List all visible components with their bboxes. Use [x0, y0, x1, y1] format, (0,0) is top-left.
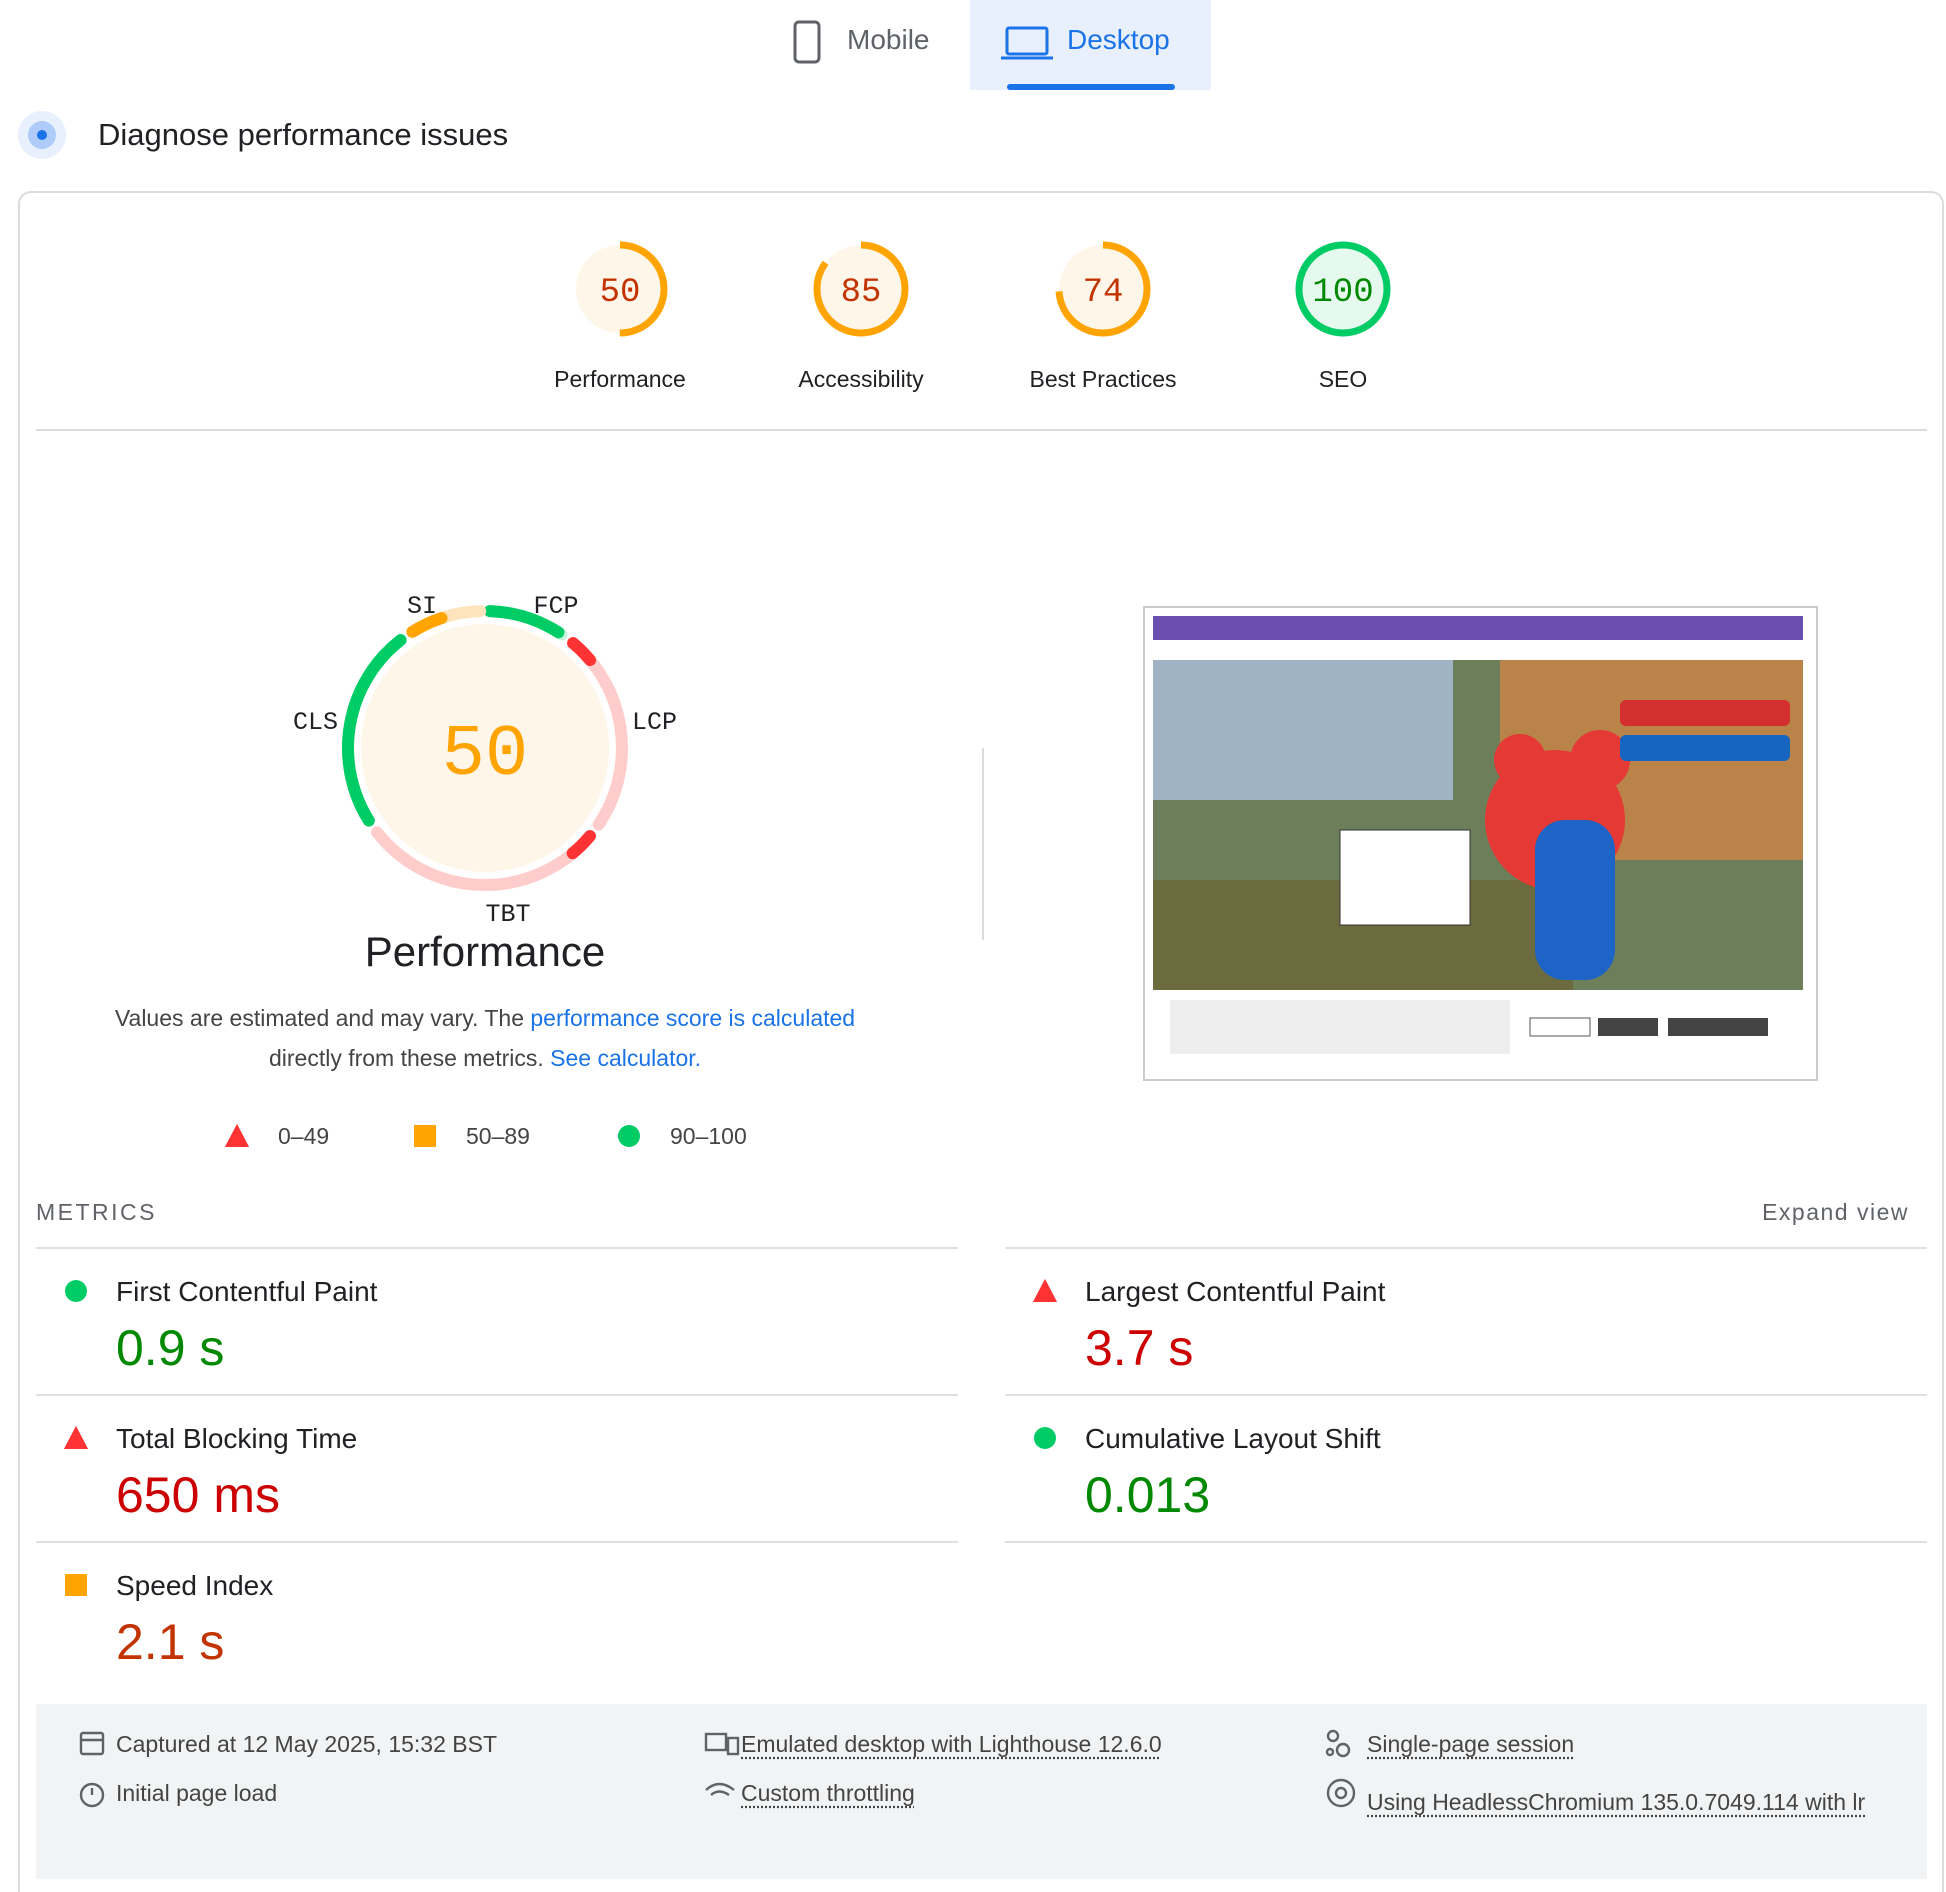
- metric-name: Speed Index: [116, 1570, 273, 1601]
- metric-icon: [1034, 1427, 1056, 1449]
- gauge-bg: [361, 624, 609, 872]
- footer-item: Captured at 12 May 2025, 15:32 BST: [116, 1731, 498, 1757]
- expand-view[interactable]: Expand view: [1762, 1199, 1909, 1225]
- mobile-icon: [793, 20, 821, 64]
- score-arc: [813, 241, 909, 337]
- metrics-heading: METRICS: [36, 1199, 157, 1225]
- gauge-segment: [567, 637, 597, 667]
- legend-label: 0–49: [278, 1123, 329, 1149]
- metric-value: 0.013: [1085, 1467, 1210, 1523]
- legend-icon: [618, 1125, 640, 1147]
- note-link[interactable]: See calculator.: [550, 1045, 702, 1071]
- metric-value: 2.1 s: [116, 1614, 224, 1670]
- footer-item: Initial page load: [116, 1780, 278, 1806]
- desktop-icon: [1005, 26, 1049, 56]
- tab-underline: [1007, 84, 1175, 90]
- report-card: [18, 191, 1944, 1892]
- footer-band: [36, 1704, 1927, 1879]
- score-label: Accessibility: [798, 366, 924, 392]
- score-value: 100: [1312, 274, 1373, 312]
- note-link[interactable]: performance score is calculated: [530, 1005, 856, 1031]
- section-title: Diagnose performance issues: [98, 117, 509, 152]
- gauge-metric-label: CLS: [293, 708, 338, 737]
- metric-value: 3.7 s: [1085, 1320, 1193, 1376]
- diagnose-icon: [37, 130, 47, 140]
- gauge-title: Performance: [365, 928, 605, 975]
- footer-item[interactable]: Single-page session: [1367, 1731, 1575, 1757]
- footer-item[interactable]: Using HeadlessChromium 135.0.7049.114 wi…: [1367, 1789, 1866, 1815]
- note-text: directly from these metrics.: [268, 1045, 551, 1071]
- gauge-track: [371, 826, 596, 891]
- gauge-metric-label: FCP: [533, 592, 578, 621]
- legend-label: 50–89: [466, 1123, 530, 1149]
- gauge-metric-label: TBT: [485, 900, 530, 929]
- score-arc: [572, 241, 668, 337]
- tab-desktop[interactable]: Desktop: [1067, 24, 1170, 55]
- metric-icon: [63, 1425, 89, 1449]
- gauge-segment: [566, 830, 596, 860]
- page-screenshot: [1143, 606, 1818, 1081]
- gauge-segment: [406, 612, 448, 638]
- score-value: 50: [600, 274, 641, 312]
- score-label: Performance: [554, 366, 686, 392]
- gauge-segment: [483, 605, 565, 639]
- desktop-tab-bg: [970, 0, 1211, 90]
- score-label: SEO: [1319, 366, 1368, 392]
- metric-icon: [65, 1280, 87, 1302]
- score-arc: [1295, 241, 1391, 337]
- note-text: Values are estimated and may vary. The: [114, 1005, 531, 1031]
- gauge-segment: [342, 634, 407, 827]
- legend-icon: [224, 1123, 250, 1147]
- score-value: 85: [841, 274, 882, 312]
- metric-name: Total Blocking Time: [116, 1423, 357, 1454]
- footer-item[interactable]: Emulated desktop with Lighthouse 12.6.0: [741, 1731, 1162, 1757]
- footer-icons: [79, 1729, 1356, 1808]
- score-gauge-bg: [817, 245, 905, 333]
- score-gauge-bg: [1059, 245, 1147, 333]
- legend-icon: [414, 1125, 436, 1147]
- footer-item[interactable]: Custom throttling: [741, 1780, 915, 1806]
- gauge-score: 50: [442, 714, 528, 796]
- score-note: Values are estimated and may vary. The p…: [110, 998, 860, 1078]
- gauge-metric-label: LCP: [632, 708, 677, 737]
- score-value: 74: [1083, 274, 1124, 312]
- metric-name: Largest Contentful Paint: [1085, 1276, 1386, 1307]
- metric-name: Cumulative Layout Shift: [1085, 1423, 1381, 1454]
- metric-name: First Contentful Paint: [116, 1276, 378, 1307]
- score-gauge-bg: [576, 245, 664, 333]
- legend-label: 90–100: [670, 1123, 747, 1149]
- metric-value: 650 ms: [116, 1467, 280, 1523]
- tab-mobile[interactable]: Mobile: [847, 24, 930, 55]
- score-gauge-bg: [1299, 245, 1387, 333]
- score-label: Best Practices: [1030, 366, 1177, 392]
- gauge-metric-label: SI: [407, 592, 437, 621]
- metric-icon: [1032, 1278, 1058, 1302]
- metric-icon: [65, 1574, 87, 1596]
- metric-value: 0.9 s: [116, 1320, 224, 1376]
- score-arc: [1055, 241, 1151, 337]
